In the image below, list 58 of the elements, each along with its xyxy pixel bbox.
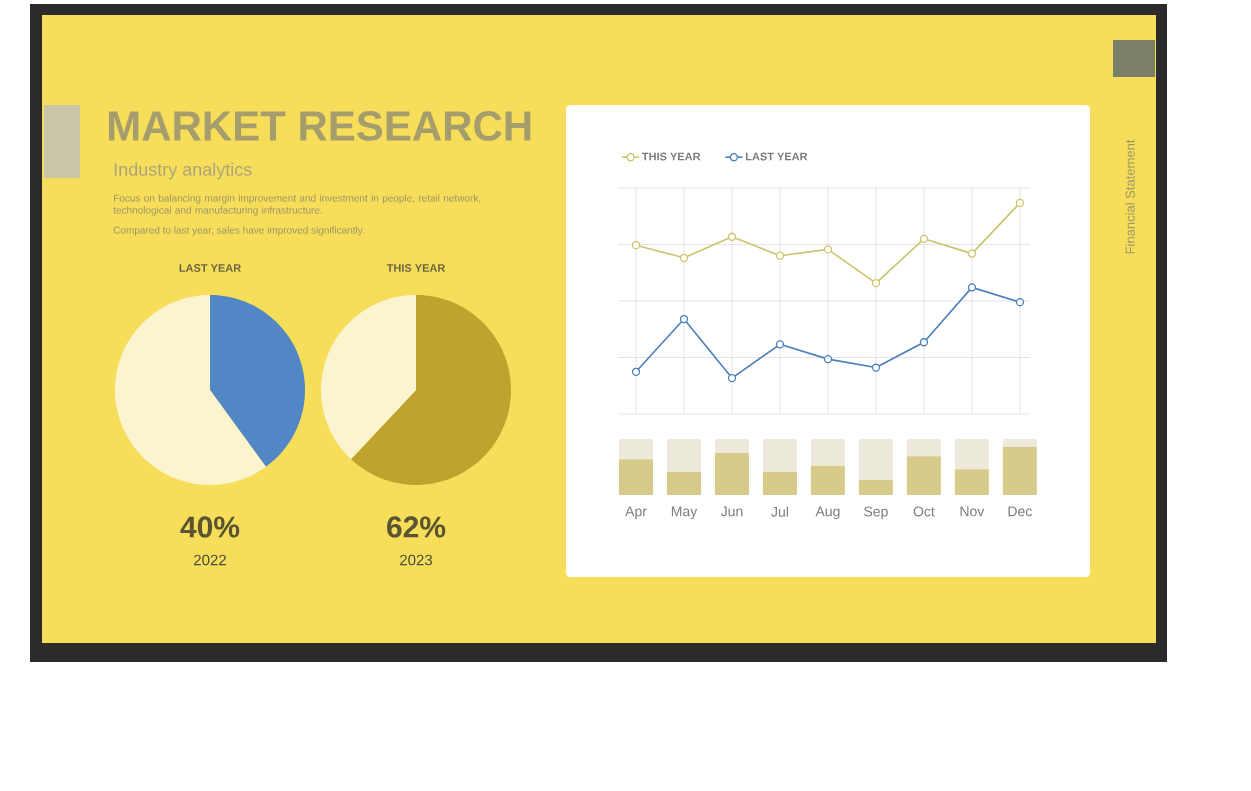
- x-tick-label: Jun: [720, 506, 743, 517]
- point: [679, 314, 689, 324]
- bar: [858, 438, 893, 480]
- chart-title: THIS YEAR: [386, 264, 446, 272]
- text: Financial Statement: [1125, 139, 1135, 254]
- bar: [906, 456, 941, 495]
- bar: [714, 452, 749, 495]
- x-tick-label: Oct: [913, 506, 935, 517]
- point: [919, 338, 929, 347]
- point: [967, 283, 977, 292]
- x-tick-label: Dec: [1008, 506, 1032, 517]
- bar: [810, 438, 845, 466]
- bar: [810, 465, 845, 495]
- point: [823, 245, 833, 254]
- bar: [1002, 446, 1037, 495]
- bar: [619, 459, 653, 495]
- bar: [906, 438, 941, 457]
- bar: [762, 472, 797, 495]
- point: [727, 232, 737, 241]
- bar: [666, 472, 701, 495]
- point: [823, 354, 833, 364]
- bar: [619, 438, 653, 460]
- point: [871, 363, 881, 372]
- x-tick-label: Jul: [771, 506, 788, 517]
- bar: [954, 469, 989, 495]
- point: [871, 279, 881, 288]
- point: [631, 367, 641, 376]
- bar: [858, 479, 893, 495]
- bar: [1002, 438, 1037, 447]
- point: [1015, 198, 1025, 208]
- point: [679, 253, 689, 262]
- point: [727, 373, 737, 383]
- point: [919, 234, 929, 243]
- x-tick-label: Apr: [625, 506, 647, 520]
- point: [1015, 298, 1025, 307]
- bar: [714, 438, 749, 453]
- text: MARKET RESEARCH: [109, 111, 531, 141]
- text: 62%: [387, 516, 446, 538]
- x-tick-label: May: [671, 506, 698, 520]
- point: [775, 340, 785, 349]
- text: 2022: [194, 554, 226, 566]
- bar: [954, 438, 989, 470]
- text: Compared to last year, sales have improved significantly.: [113, 226, 364, 236]
- text: Focus on balancing margin improvement and investment in people, retail network, technological and manufacturing infrastructure.: [113, 194, 481, 216]
- point: [775, 251, 785, 260]
- chart-title: LAST YEAR: [179, 264, 241, 272]
- bar: [762, 438, 797, 473]
- legend-label: LAST YEAR: [745, 152, 808, 161]
- point: [631, 241, 641, 250]
- text: 40%: [180, 516, 240, 538]
- bar: [666, 438, 701, 473]
- legend-label: THIS YEAR: [642, 152, 701, 161]
- text: 2023: [400, 554, 433, 566]
- point: [967, 249, 977, 258]
- text: Industry analytics: [114, 162, 252, 180]
- x-tick-label: Nov: [960, 506, 985, 517]
- x-tick-label: Aug: [815, 506, 840, 520]
- x-tick-label: Sep: [864, 506, 888, 520]
